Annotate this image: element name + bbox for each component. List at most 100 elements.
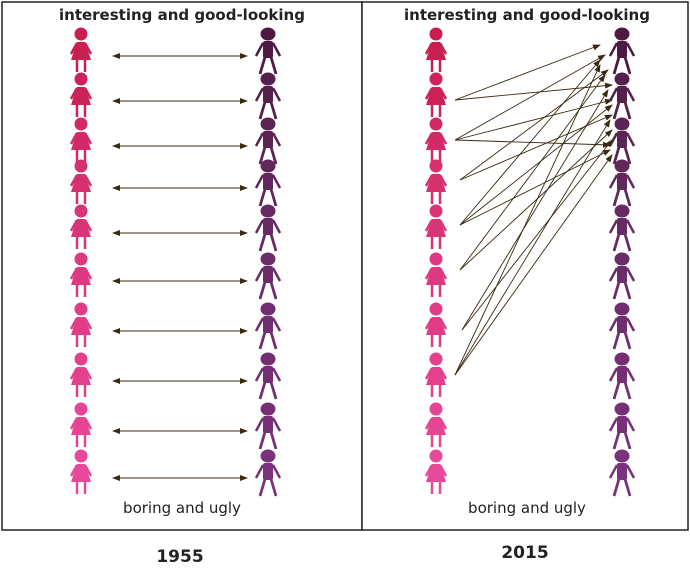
legs bbox=[258, 56, 278, 75]
head bbox=[429, 352, 443, 366]
woman-figure bbox=[424, 252, 448, 297]
woman-figure bbox=[69, 72, 93, 117]
bottom-label: boring and ugly bbox=[123, 499, 241, 517]
man-figure bbox=[254, 352, 282, 400]
head bbox=[614, 302, 630, 316]
body bbox=[617, 266, 627, 283]
legs bbox=[258, 281, 278, 300]
arms bbox=[608, 367, 636, 382]
head bbox=[614, 72, 630, 86]
arms bbox=[69, 132, 93, 145]
body bbox=[617, 218, 627, 235]
body bbox=[617, 316, 627, 333]
body bbox=[263, 41, 273, 58]
legs bbox=[430, 237, 442, 249]
woman-figure bbox=[69, 204, 93, 249]
legs bbox=[75, 150, 87, 162]
legs bbox=[430, 60, 442, 72]
legs bbox=[430, 150, 442, 162]
man-figure bbox=[254, 117, 282, 165]
arms bbox=[69, 219, 93, 232]
woman-figure bbox=[424, 449, 448, 494]
attraction-arrow bbox=[461, 139, 613, 331]
man-figure bbox=[608, 449, 636, 497]
arms bbox=[254, 417, 282, 432]
woman-figure bbox=[424, 159, 448, 204]
head bbox=[74, 72, 88, 86]
head bbox=[260, 402, 276, 416]
head bbox=[74, 252, 88, 266]
arms bbox=[254, 464, 282, 479]
legs bbox=[75, 60, 87, 72]
head bbox=[74, 402, 88, 416]
arms bbox=[424, 87, 448, 100]
woman-figure bbox=[424, 27, 448, 72]
year-label: 1955 bbox=[156, 547, 203, 567]
body bbox=[617, 41, 627, 58]
legs bbox=[612, 233, 632, 252]
head bbox=[429, 27, 443, 41]
arms bbox=[254, 219, 282, 234]
arms bbox=[424, 132, 448, 145]
head bbox=[260, 27, 276, 41]
legs bbox=[612, 431, 632, 450]
legs bbox=[612, 101, 632, 120]
body bbox=[263, 173, 273, 190]
legs bbox=[75, 435, 87, 447]
body bbox=[617, 173, 627, 190]
head bbox=[614, 204, 630, 218]
body bbox=[617, 416, 627, 433]
arms bbox=[424, 367, 448, 380]
head bbox=[74, 204, 88, 218]
head bbox=[74, 27, 88, 41]
top-label: interesting and good-looking bbox=[59, 6, 305, 24]
head bbox=[74, 302, 88, 316]
man-figure bbox=[254, 252, 282, 300]
legs bbox=[612, 478, 632, 497]
head bbox=[614, 402, 630, 416]
woman-figure bbox=[424, 204, 448, 249]
head bbox=[614, 352, 630, 366]
man-figure bbox=[254, 449, 282, 497]
legs bbox=[612, 281, 632, 300]
man-figure bbox=[608, 204, 636, 252]
arms bbox=[424, 174, 448, 187]
woman-figure bbox=[424, 402, 448, 447]
legs bbox=[75, 285, 87, 297]
head bbox=[260, 117, 276, 131]
legs bbox=[430, 385, 442, 397]
arms bbox=[69, 417, 93, 430]
head bbox=[429, 159, 443, 173]
woman-figure bbox=[69, 302, 93, 347]
arms bbox=[254, 174, 282, 189]
legs bbox=[430, 192, 442, 204]
attraction-arrow bbox=[461, 89, 609, 331]
legs bbox=[258, 478, 278, 497]
head bbox=[74, 449, 88, 463]
arms bbox=[69, 267, 93, 280]
arms bbox=[424, 219, 448, 232]
head bbox=[260, 159, 276, 173]
head bbox=[614, 27, 630, 41]
body bbox=[263, 86, 273, 103]
legs bbox=[258, 431, 278, 450]
body bbox=[617, 366, 627, 383]
arms bbox=[424, 417, 448, 430]
arms bbox=[69, 367, 93, 380]
body bbox=[263, 131, 273, 148]
body bbox=[617, 86, 627, 103]
attraction-arrow bbox=[454, 154, 613, 376]
arms bbox=[608, 317, 636, 332]
head bbox=[614, 252, 630, 266]
head bbox=[260, 204, 276, 218]
man-figure bbox=[608, 352, 636, 400]
attraction-arrow bbox=[454, 82, 613, 101]
body bbox=[263, 366, 273, 383]
body bbox=[617, 463, 627, 480]
woman-figure bbox=[424, 302, 448, 347]
attraction-arrow bbox=[459, 59, 601, 226]
arms bbox=[254, 317, 282, 332]
man-figure bbox=[254, 204, 282, 252]
woman-figure bbox=[424, 72, 448, 117]
